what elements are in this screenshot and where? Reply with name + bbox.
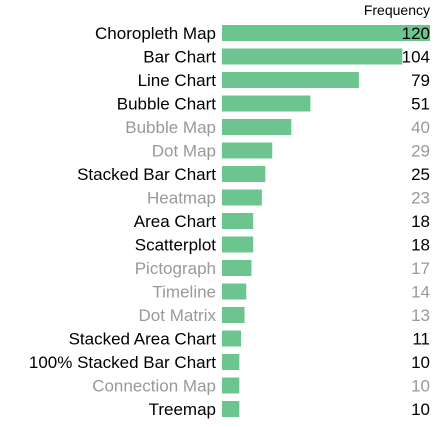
category-label: 100% Stacked Bar Chart [29,353,216,372]
bar [222,72,359,88]
category-label: Choropleth Map [95,24,216,43]
category-label: Bar Chart [143,48,216,67]
value-label: 10 [411,377,430,396]
bar [222,166,266,182]
bar [222,95,311,112]
category-label: Treemap [149,400,216,419]
category-label: Timeline [152,283,216,302]
category-label: Dot Map [152,142,216,161]
value-label: 18 [411,212,430,231]
category-label: Stacked Bar Chart [77,165,216,184]
category-label: Stacked Area Chart [69,330,217,349]
value-label: 13 [411,306,430,325]
value-label: 25 [411,165,430,184]
bar [222,48,403,65]
bar [222,213,254,229]
value-label: 11 [412,330,430,349]
value-label: 17 [411,259,430,278]
value-label: 51 [411,95,430,114]
category-label: Line Chart [138,71,217,90]
bar [222,377,240,394]
bar [222,260,252,276]
bar [222,25,430,41]
bar [222,189,262,206]
category-label: Area Chart [134,212,216,231]
category-label: Bubble Map [125,118,216,137]
bar [222,354,240,370]
bar [222,401,240,417]
value-label: 23 [411,189,430,208]
bar [222,307,245,323]
value-label: 79 [411,71,430,90]
category-label: Connection Map [92,377,216,396]
value-label: 10 [411,353,430,372]
bar [222,330,242,347]
value-label: 40 [411,118,430,137]
category-label: Bubble Chart [117,95,217,114]
value-label: 120 [402,24,430,43]
bar [222,119,292,135]
bar-rows: Choropleth Map 120 Bar Chart 104 Line Chart 7… [29,24,430,419]
value-label: 104 [402,48,430,67]
bar [222,142,273,159]
category-label: Scatterplot [135,236,217,255]
category-label: Pictograph [135,259,216,278]
bar [222,236,254,253]
value-label: 14 [411,283,430,302]
category-label: Heatmap [147,189,216,208]
value-column-header: Frequency [364,2,430,18]
value-label: 18 [411,236,430,255]
category-label: Dot Matrix [139,306,217,325]
bar [222,283,247,300]
value-label: 10 [411,400,430,419]
value-label: 29 [411,142,430,161]
